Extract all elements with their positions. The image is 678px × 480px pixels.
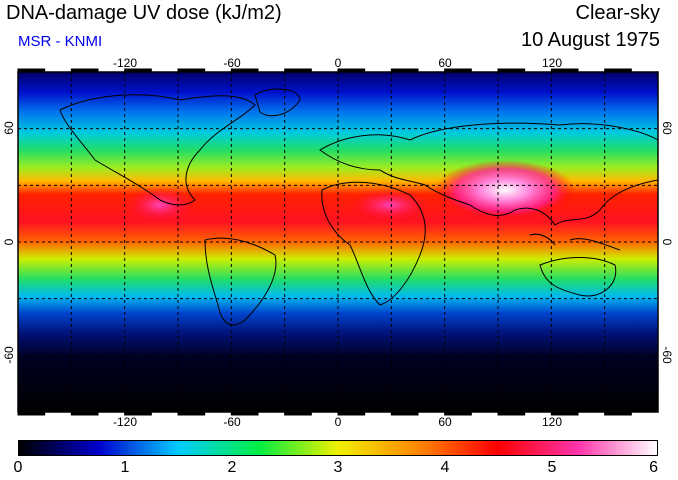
frame-tick-top bbox=[70, 68, 99, 73]
frame-ticks bbox=[17, 68, 632, 416]
colorbar-tick-label: 6 bbox=[649, 459, 658, 476]
frame-tick-bottom bbox=[497, 411, 526, 416]
frame-tick-top bbox=[550, 68, 579, 73]
lat-label-right: 0 bbox=[660, 239, 674, 246]
frame-tick-bottom bbox=[337, 411, 366, 416]
map-date: 10 August 1975 bbox=[520, 29, 660, 51]
lon-label-bottom: 120 bbox=[542, 415, 562, 429]
frame-tick-bottom bbox=[604, 411, 632, 416]
lat-label-left: 0 bbox=[2, 238, 16, 245]
colorbar-tick-label: 3 bbox=[333, 459, 343, 476]
frame-tick-top bbox=[390, 68, 419, 73]
lat-label-left: 60 bbox=[2, 121, 16, 135]
frame-tick-bottom bbox=[550, 411, 579, 416]
sky-condition-label: Clear-sky bbox=[575, 2, 660, 24]
frame-tick-bottom bbox=[177, 411, 206, 416]
coastlines bbox=[59, 88, 658, 326]
frame-tick-top bbox=[284, 68, 312, 73]
frame-tick-bottom bbox=[70, 411, 99, 416]
lon-label-top: 0 bbox=[335, 56, 342, 70]
frame-tick-top bbox=[497, 68, 526, 73]
frame-tick-top bbox=[17, 68, 46, 73]
map-title: DNA-damage UV dose (kJ/m2) bbox=[6, 2, 282, 24]
colorbar-tick-label: 4 bbox=[440, 459, 450, 476]
lon-label-top: -60 bbox=[223, 56, 241, 70]
frame-tick-bottom bbox=[444, 411, 472, 416]
lon-label-top: 120 bbox=[542, 56, 562, 70]
uv-dose-map: -120 -60 0 60 120 -120 -60 0 60 120 60 0… bbox=[2, 56, 674, 429]
frame-tick-top bbox=[124, 68, 152, 73]
colorbar bbox=[18, 440, 658, 456]
uv-hotspot-africa bbox=[350, 189, 430, 221]
frame-tick-top bbox=[177, 68, 206, 73]
colorbar-tick-label: 2 bbox=[227, 459, 237, 476]
frame-tick-top bbox=[604, 68, 632, 73]
colorbar-tick-label: 1 bbox=[120, 459, 130, 476]
graticule bbox=[18, 72, 658, 412]
frame-tick-bottom bbox=[230, 411, 259, 416]
lon-label-bottom: 60 bbox=[438, 415, 452, 429]
frame-tick-bottom bbox=[124, 411, 152, 416]
uv-hotspot-america bbox=[125, 187, 195, 223]
lat-label-right: -60 bbox=[660, 346, 674, 364]
lat-label-left: -60 bbox=[2, 346, 16, 364]
colorbar-tick-label: 0 bbox=[13, 459, 23, 476]
lon-label-bottom: 0 bbox=[335, 415, 342, 429]
frame-tick-top bbox=[337, 68, 366, 73]
frame-tick-top bbox=[444, 68, 472, 73]
lon-label-top: -120 bbox=[113, 56, 137, 70]
lat-label-right: 60 bbox=[660, 121, 674, 135]
lon-label-top: 60 bbox=[438, 56, 452, 70]
frame-tick-top bbox=[230, 68, 259, 73]
frame-tick-bottom bbox=[390, 411, 419, 416]
frame-tick-bottom bbox=[17, 411, 46, 416]
lon-label-bottom: -60 bbox=[223, 415, 241, 429]
colorbar-tick-label: 5 bbox=[547, 459, 557, 476]
map-source: MSR - KNMI bbox=[18, 33, 103, 50]
uv-hotspot-asia bbox=[435, 160, 575, 220]
frame-tick-bottom bbox=[284, 411, 312, 416]
lon-label-bottom: -120 bbox=[113, 415, 137, 429]
